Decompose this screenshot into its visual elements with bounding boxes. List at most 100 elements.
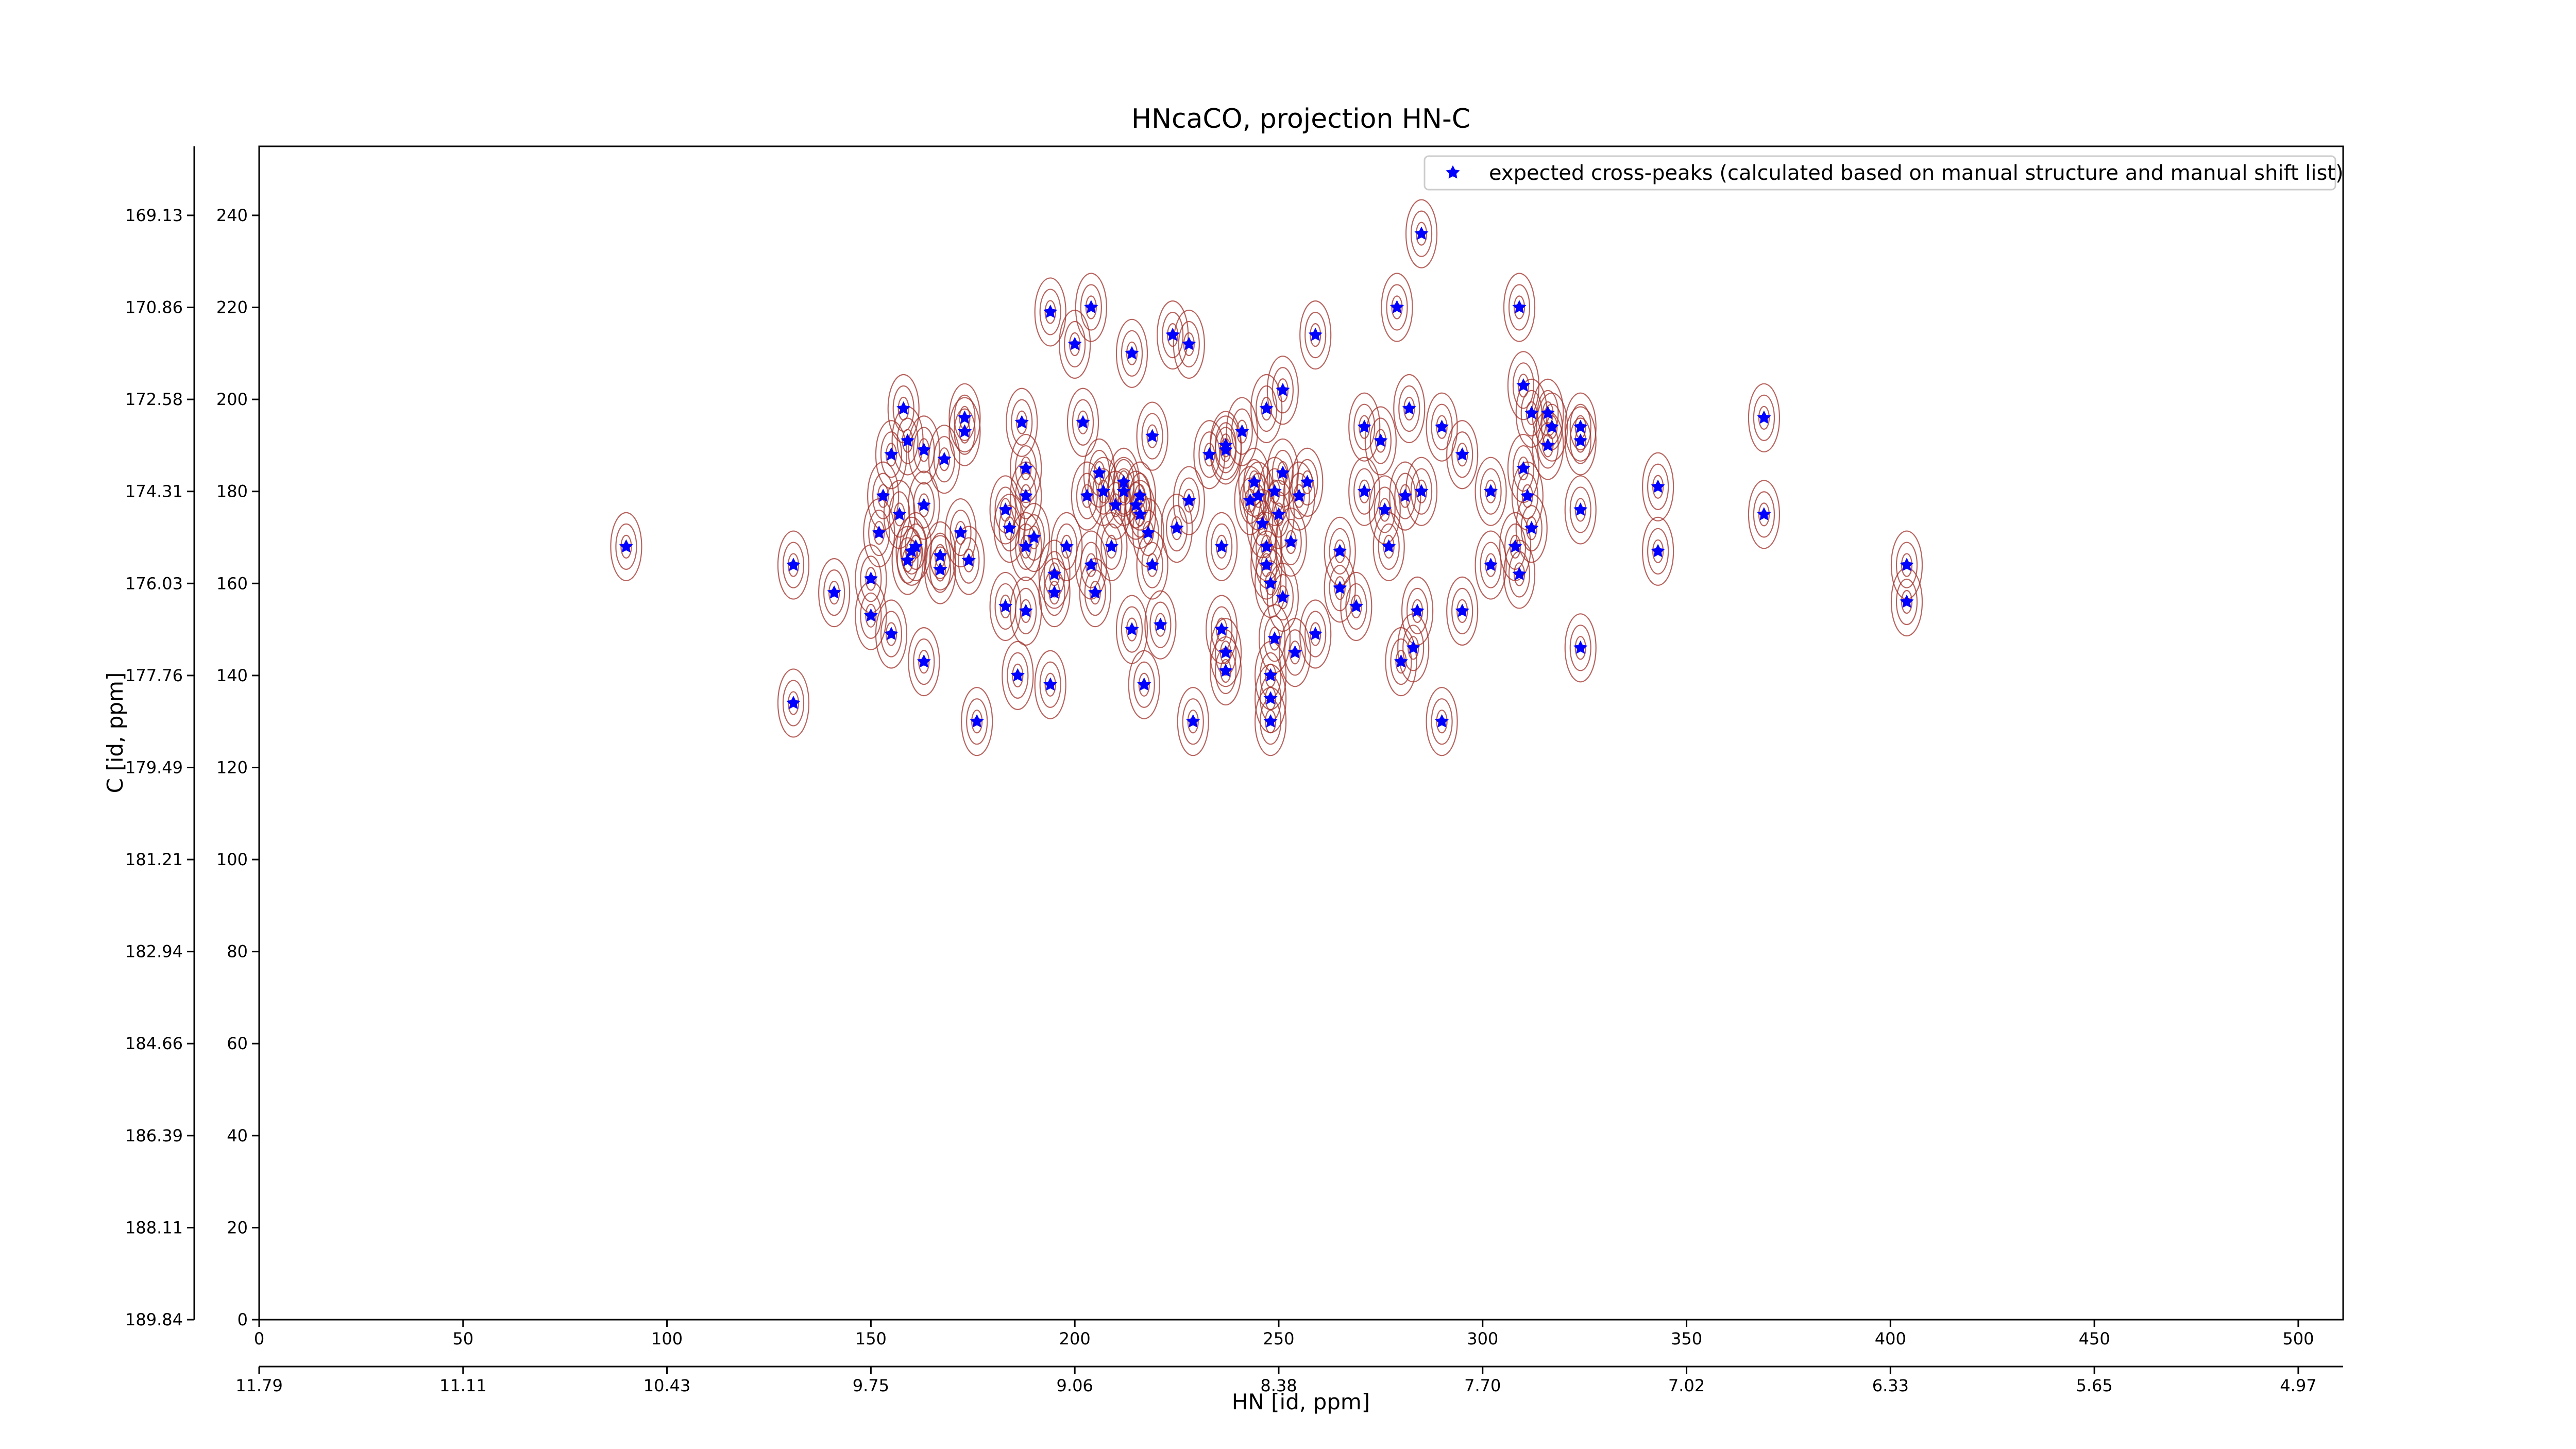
x2-tick-label: 6.33 [1872,1376,1909,1395]
contour [1007,652,1029,699]
cross-peak [884,627,899,641]
contour [1039,289,1061,335]
contour [1236,419,1248,444]
x-tick-label: 50 [452,1329,473,1349]
cross-peak [1137,677,1151,691]
x-tick-label: 300 [1467,1329,1498,1349]
cross-peak [1484,558,1498,571]
contour [787,553,800,577]
y2-tick-label: 170.86 [125,298,183,317]
contour [1526,516,1537,541]
cross-peak [1308,327,1323,341]
contour [1023,514,1045,561]
contour [1291,447,1324,517]
y2-tick-label: 182.94 [125,942,183,962]
contour [1526,401,1537,426]
cross-peak [1014,415,1029,429]
contour [1406,587,1429,634]
contour [1410,210,1433,257]
cross-peak [884,447,899,461]
cross-peak [1374,433,1388,447]
cross-peak [1084,300,1098,314]
cross-peak [1263,668,1278,682]
cross-peak [970,714,984,728]
contour [1329,528,1351,575]
contour [1138,672,1150,697]
contour [1100,523,1123,570]
legend-box [1423,155,2336,191]
contour [1193,420,1226,490]
cross-peak [1214,539,1229,553]
contour [948,397,981,466]
cross-peak [1455,603,1469,617]
contour [1293,484,1305,508]
plot-frame [258,145,2344,1321]
contour [1340,571,1372,642]
cross-peak [1251,488,1265,502]
contour [1250,512,1283,581]
contour [1431,403,1453,450]
axes: 0 50 100 150 200 250 300 350 400 450 500 0 20 40 60 80 1… [125,206,2317,1395]
cross-peak [1516,461,1531,475]
y-tick-label: 160 [216,574,248,593]
contour [1165,505,1188,552]
x-tick-label: 200 [1059,1329,1091,1349]
y2-tick-label: 179.49 [125,757,183,777]
contour [1010,512,1042,581]
contour [1436,415,1448,439]
cross-peak [1276,589,1290,603]
contour [1508,284,1531,331]
y2-tick-label: 181.21 [125,850,183,869]
contour [1753,394,1775,441]
contour [1485,479,1497,503]
cross-peak [957,424,972,438]
contour [777,668,810,738]
x2-tick-label: 7.70 [1464,1376,1501,1395]
cross-peak [1255,516,1269,530]
contour [928,425,960,494]
x2-tick-label: 7.02 [1668,1376,1705,1395]
contour [1485,553,1497,577]
cross-peak [1214,622,1229,636]
y-tick-label: 40 [227,1126,248,1145]
cross-peak [1076,415,1090,429]
contour [1758,502,1770,527]
contour [1304,312,1327,359]
cross-peak [1263,691,1278,705]
cross-peak [1133,488,1147,502]
contour [1071,461,1104,531]
contour [1564,475,1597,545]
contour [1231,408,1253,455]
contour [1426,687,1458,756]
contour [1124,461,1156,531]
contour [1334,539,1346,563]
contour [1348,457,1381,526]
contour [1564,613,1597,683]
contour [1334,576,1346,600]
contour [1015,473,1037,519]
contour [1394,473,1416,519]
cross-peak [917,654,931,668]
x-tick-label: 150 [855,1329,887,1349]
contour [880,611,903,658]
contour [863,498,895,568]
contour [1018,502,1050,572]
contour [1265,571,1277,596]
contour [1574,498,1586,522]
contour [1002,641,1034,710]
contour [1399,484,1411,508]
contour [1395,649,1407,674]
contour [1569,486,1591,533]
cross-peak [1573,433,1588,447]
y2-tick-label: 172.58 [125,390,183,409]
contour [782,680,805,727]
contour [1043,551,1065,598]
contour [1277,378,1289,402]
cross-peak [1508,539,1522,553]
cross-peak [908,539,923,553]
cross-peak [1410,603,1425,617]
cross-peak [998,502,1013,516]
cross-peak [1116,484,1131,498]
contour [1020,599,1032,623]
